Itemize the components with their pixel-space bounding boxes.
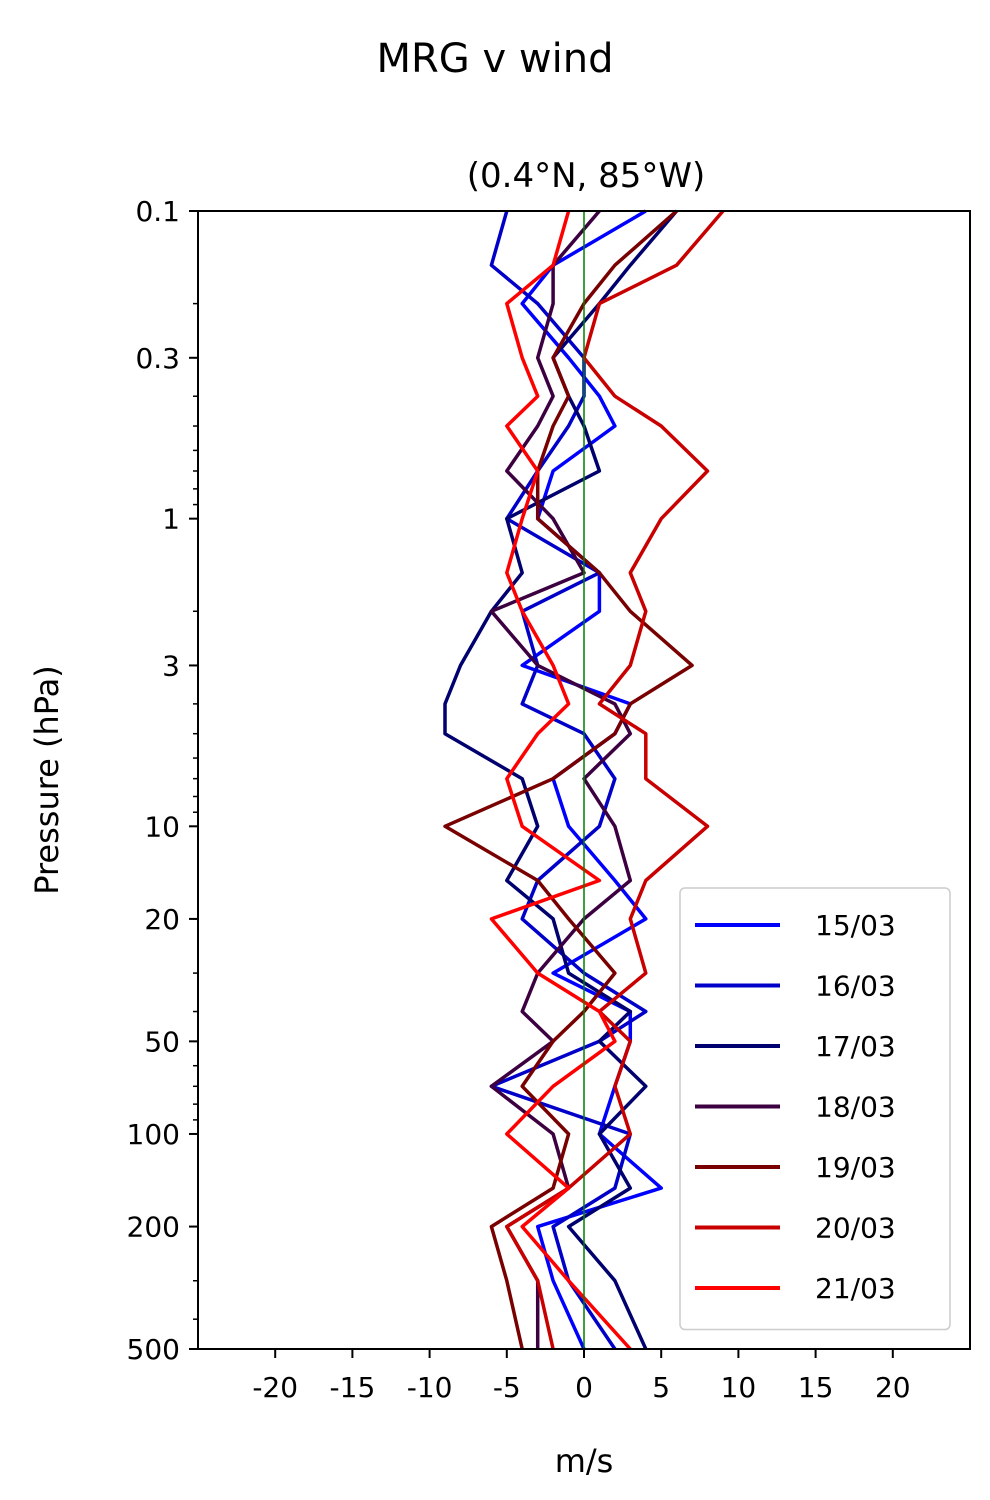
series-line-18-03 [489, 209, 633, 1349]
x-tick-label: -15 [330, 1371, 376, 1404]
legend-label: 19/03 [815, 1151, 896, 1184]
legend-label: 20/03 [815, 1212, 896, 1245]
plot-frame [197, 210, 971, 1350]
series-line-16-03 [489, 210, 648, 1350]
x-tick-label: -10 [407, 1371, 453, 1404]
legend: 15/03 16/03 17/03 18/03 19/03 20/03 21/03 [679, 887, 951, 1331]
chart-title: MRG v wind [377, 36, 614, 82]
series-line-17-03 [443, 209, 678, 1350]
ticks-layer: -20 -15 -10 -5 0 5 10 15 20 0.1 0.3 1 3 10 20 50 100 200 5… [127, 195, 911, 1404]
y-axis-label: Pressure (hPa) [28, 665, 66, 895]
y-tick-label: 0.1 [135, 195, 180, 228]
x-tick-label: 10 [721, 1371, 757, 1404]
legend-label: 16/03 [815, 970, 896, 1003]
x-tick-label: -5 [493, 1371, 521, 1404]
legend-label: 21/03 [815, 1272, 896, 1305]
y-tick-label: 500 [127, 1333, 180, 1366]
lines-layer [443, 209, 725, 1351]
x-tick-label: -20 [252, 1371, 298, 1404]
y-tick-label: 3 [162, 649, 180, 682]
x-axis-label: m/s [555, 1442, 614, 1480]
series-line-20-03 [505, 209, 725, 1350]
chart-subtitle: (0.4°N, 85°W) [467, 156, 706, 196]
x-tick-label: 0 [575, 1371, 593, 1404]
y-tick-label: 1 [162, 503, 180, 536]
y-tick-label: 100 [127, 1118, 180, 1151]
series-line-15-03 [520, 209, 663, 1350]
y-tick-label: 200 [127, 1211, 180, 1244]
x-tick-label: 20 [875, 1371, 911, 1404]
y-tick-label: 50 [144, 1025, 180, 1058]
y-tick-label: 0.3 [135, 342, 180, 375]
legend-box [679, 887, 951, 1331]
y-tick-label: 10 [144, 810, 180, 843]
legend-label: 15/03 [815, 909, 896, 942]
y-tick-label: 20 [144, 903, 180, 936]
legend-label: 17/03 [815, 1030, 896, 1063]
series-line-19-03 [443, 209, 694, 1350]
x-tick-label: 15 [798, 1371, 834, 1404]
legend-label: 18/03 [815, 1091, 896, 1124]
x-tick-label: 5 [652, 1371, 670, 1404]
series-line-21-03 [489, 210, 632, 1351]
